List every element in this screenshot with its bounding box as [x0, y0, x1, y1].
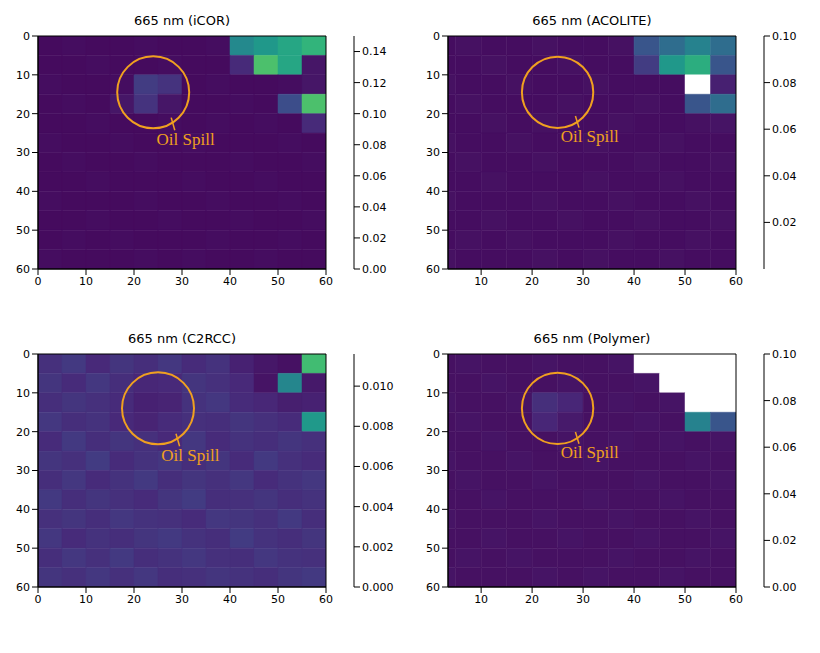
svg-text:0.004: 0.004 [362, 501, 394, 514]
svg-text:60: 60 [319, 275, 333, 288]
svg-text:0.000: 0.000 [362, 581, 394, 594]
svg-text:10: 10 [474, 593, 488, 606]
svg-text:60: 60 [319, 593, 333, 606]
svg-text:0.04: 0.04 [772, 488, 797, 501]
svg-text:20: 20 [16, 426, 30, 439]
svg-text:30: 30 [576, 275, 590, 288]
svg-text:50: 50 [271, 593, 285, 606]
svg-text:40: 40 [426, 503, 440, 516]
svg-text:Oil Spill: Oil Spill [161, 446, 219, 465]
svg-text:60: 60 [729, 593, 743, 606]
svg-text:Oil Spill: Oil Spill [157, 130, 215, 149]
svg-text:0.12: 0.12 [362, 77, 387, 90]
svg-text:10: 10 [426, 69, 440, 82]
svg-text:0: 0 [35, 275, 42, 288]
svg-text:30: 30 [576, 593, 590, 606]
svg-text:0.02: 0.02 [772, 534, 797, 547]
svg-text:30: 30 [426, 464, 440, 477]
svg-text:0.06: 0.06 [362, 170, 387, 183]
svg-text:0.08: 0.08 [362, 139, 387, 152]
svg-text:0.00: 0.00 [772, 581, 797, 594]
svg-text:0.002: 0.002 [362, 541, 394, 554]
svg-text:20: 20 [426, 426, 440, 439]
svg-text:0.02: 0.02 [772, 216, 797, 229]
svg-text:30: 30 [16, 464, 30, 477]
svg-text:0.00: 0.00 [362, 263, 387, 276]
svg-text:10: 10 [474, 275, 488, 288]
svg-text:0.04: 0.04 [772, 170, 797, 183]
svg-text:0: 0 [23, 348, 30, 361]
svg-text:10: 10 [16, 69, 30, 82]
svg-text:30: 30 [426, 146, 440, 159]
svg-text:40: 40 [627, 275, 641, 288]
html-text:665 nm (Polymer): 665 nm (Polymer) [533, 331, 651, 346]
svg-text:0.08: 0.08 [772, 395, 797, 408]
svg-text:50: 50 [678, 275, 692, 288]
svg-text:10: 10 [16, 387, 30, 400]
svg-text:40: 40 [426, 185, 440, 198]
svg-text:0.008: 0.008 [362, 420, 394, 433]
svg-text:50: 50 [426, 542, 440, 555]
svg-text:20: 20 [426, 108, 440, 121]
svg-text:0.10: 0.10 [362, 108, 387, 121]
svg-text:60: 60 [426, 581, 440, 594]
svg-text:60: 60 [426, 263, 440, 276]
svg-text:0: 0 [433, 348, 440, 361]
svg-text:0.06: 0.06 [772, 123, 797, 136]
svg-text:40: 40 [627, 593, 641, 606]
svg-text:Oil Spill: Oil Spill [561, 443, 619, 462]
svg-text:20: 20 [127, 275, 141, 288]
svg-text:0: 0 [433, 30, 440, 43]
svg-text:10: 10 [79, 275, 93, 288]
svg-text:0.08: 0.08 [772, 77, 797, 90]
svg-text:50: 50 [426, 224, 440, 237]
svg-text:60: 60 [16, 263, 30, 276]
svg-text:20: 20 [525, 593, 539, 606]
svg-text:60: 60 [16, 581, 30, 594]
svg-text:Oil Spill: Oil Spill [561, 127, 619, 146]
svg-text:50: 50 [16, 542, 30, 555]
svg-text:0.10: 0.10 [772, 348, 797, 361]
svg-text:10: 10 [426, 387, 440, 400]
svg-text:0.02: 0.02 [362, 232, 387, 245]
svg-text:60: 60 [729, 275, 743, 288]
svg-text:50: 50 [678, 593, 692, 606]
svg-text:0.06: 0.06 [772, 441, 797, 454]
svg-text:0.010: 0.010 [362, 380, 394, 393]
svg-text:10: 10 [79, 593, 93, 606]
svg-text:20: 20 [16, 108, 30, 121]
svg-text:20: 20 [525, 275, 539, 288]
svg-text:30: 30 [16, 146, 30, 159]
html-text:665 nm (iCOR): 665 nm (iCOR) [134, 13, 230, 28]
svg-text:50: 50 [16, 224, 30, 237]
html-text:665 nm (ACOLITE): 665 nm (ACOLITE) [532, 13, 652, 28]
svg-text:30: 30 [175, 593, 189, 606]
svg-text:0: 0 [35, 593, 42, 606]
svg-text:30: 30 [175, 275, 189, 288]
svg-text:0.14: 0.14 [362, 45, 387, 58]
svg-text:50: 50 [271, 275, 285, 288]
svg-text:40: 40 [223, 275, 237, 288]
svg-text:40: 40 [223, 593, 237, 606]
svg-text:40: 40 [16, 185, 30, 198]
svg-text:20: 20 [127, 593, 141, 606]
svg-text:40: 40 [16, 503, 30, 516]
html-text:665 nm (C2RCC): 665 nm (C2RCC) [128, 331, 236, 346]
svg-text:0: 0 [23, 30, 30, 43]
svg-text:0.04: 0.04 [362, 201, 387, 214]
svg-text:0.10: 0.10 [772, 30, 797, 43]
svg-text:0.006: 0.006 [362, 460, 394, 473]
